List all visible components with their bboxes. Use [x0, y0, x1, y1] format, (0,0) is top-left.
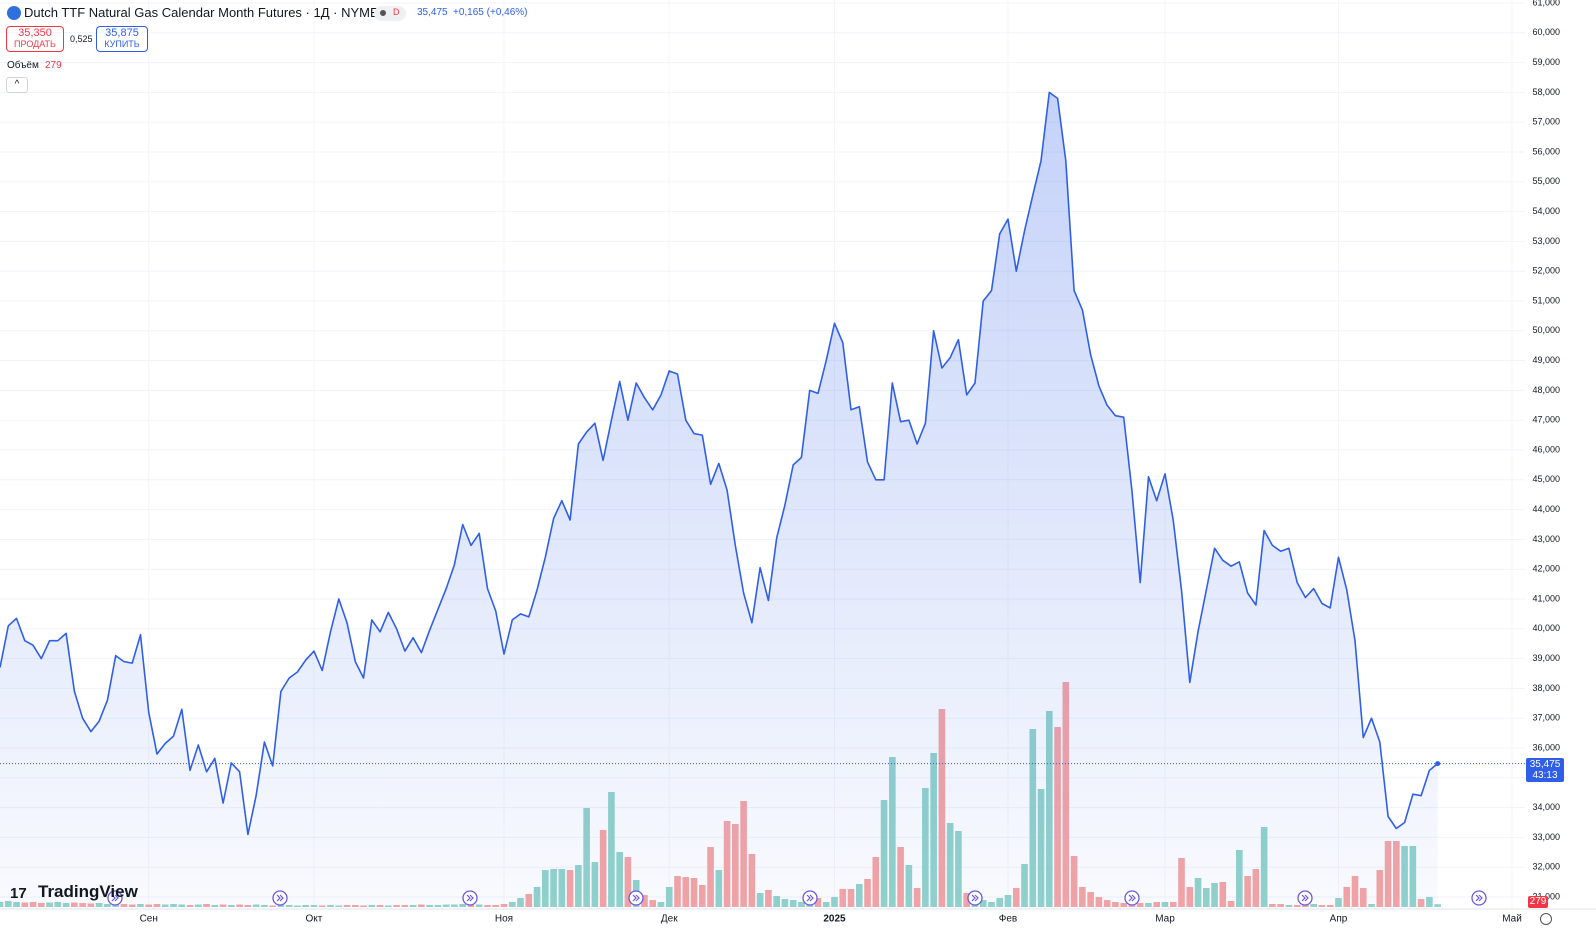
- y-tick-label: 32,000: [1532, 862, 1560, 872]
- collapse-button[interactable]: ^: [6, 77, 28, 93]
- x-tick-label: Ноя: [495, 914, 513, 925]
- buy-label: КУПИТЬ: [104, 39, 140, 49]
- logo: TradingView: [38, 882, 138, 901]
- event-icon-arrow: [806, 894, 814, 902]
- y-tick-label: 55,000: [1532, 176, 1560, 186]
- volume-value: 279: [45, 60, 62, 71]
- y-tick-label: 58,000: [1532, 87, 1560, 97]
- y-tick-label: 50,000: [1532, 325, 1560, 335]
- y-tick-label: 41,000: [1532, 593, 1560, 603]
- x-tick-label: 2025: [823, 914, 846, 925]
- y-tick-label: 44,000: [1532, 504, 1560, 514]
- buy-button[interactable]: 35,875 КУПИТЬ: [96, 26, 148, 52]
- y-tick-label: 47,000: [1532, 415, 1560, 425]
- event-icon-arrow: [1301, 894, 1309, 902]
- x-tick-label: Сен: [140, 914, 158, 925]
- y-tick-label: 53,000: [1532, 236, 1560, 246]
- event-icon-arrow: [276, 894, 284, 902]
- interval-badge: D: [393, 7, 400, 17]
- spread: 0,525: [70, 34, 93, 44]
- x-tick-label: Дек: [661, 914, 678, 925]
- event-icon-arrow: [1475, 894, 1483, 902]
- status-pill: [374, 6, 406, 21]
- y-tick-label: 52,000: [1532, 266, 1560, 276]
- price-area: [0, 92, 1438, 907]
- event-icon-arrow: [111, 894, 119, 902]
- volume-title: Объём: [7, 60, 39, 71]
- event-icon-arrow: [632, 894, 640, 902]
- price-change: +0,165 (+0,46%): [453, 7, 528, 18]
- price-line: [0, 91, 1439, 836]
- x-tick-label: Мар: [1155, 914, 1175, 925]
- logo-mark: 17: [10, 885, 27, 902]
- event-icon-arrow: [971, 894, 979, 902]
- y-tick-label: 60,000: [1532, 27, 1560, 37]
- y-tick-label: 42,000: [1532, 564, 1560, 574]
- y-tick-label: 34,000: [1532, 802, 1560, 812]
- sell-label: ПРОДАТЬ: [14, 39, 56, 49]
- settings-button[interactable]: [1540, 913, 1552, 925]
- y-tick-label: 48,000: [1532, 385, 1560, 395]
- sell-button[interactable]: 35,350 ПРОДАТЬ: [6, 26, 64, 52]
- y-tick-label: 57,000: [1532, 117, 1560, 127]
- last-price-tag: 35,475 43:13: [1526, 758, 1564, 782]
- y-tick-label: 49,000: [1532, 355, 1560, 365]
- y-tick-label: 36,000: [1532, 742, 1560, 752]
- y-tick-label: 51,000: [1532, 295, 1560, 305]
- event-icon-arrow: [466, 894, 474, 902]
- y-tick-label: 59,000: [1532, 57, 1560, 67]
- symbol-icon: [7, 6, 21, 20]
- y-tick-label: 54,000: [1532, 206, 1560, 216]
- event-icon-arrow: [1128, 894, 1136, 902]
- x-tick-label: Май: [1502, 914, 1522, 925]
- x-tick-label: Окт: [306, 914, 323, 925]
- symbol-title[interactable]: Dutch TTF Natural Gas Calendar Month Fut…: [24, 5, 388, 20]
- x-tick-label: Фев: [999, 914, 1017, 925]
- volume-bar: [1434, 904, 1441, 907]
- last-volume-tag: 279: [1528, 896, 1548, 908]
- y-tick-label: 33,000: [1532, 832, 1560, 842]
- y-tick-label: 45,000: [1532, 474, 1560, 484]
- buy-price: 35,875: [105, 27, 139, 39]
- last-price-axis-label: 35,475: [1529, 759, 1561, 770]
- last-price-dot: [1435, 761, 1441, 767]
- y-tick-label: 38,000: [1532, 683, 1560, 693]
- y-tick-label: 46,000: [1532, 444, 1560, 454]
- status-dot: [380, 10, 386, 16]
- y-tick-label: 56,000: [1532, 146, 1560, 156]
- countdown: 43:13: [1532, 770, 1558, 781]
- y-tick-label: 39,000: [1532, 653, 1560, 663]
- y-tick-label: 40,000: [1532, 623, 1560, 633]
- y-tick-label: 37,000: [1532, 713, 1560, 723]
- last-price: 35,475: [417, 7, 448, 18]
- y-tick-label: 43,000: [1532, 534, 1560, 544]
- sell-price: 35,350: [18, 27, 52, 39]
- y-tick-label: 61,000: [1532, 0, 1560, 7]
- x-tick-label: Апр: [1330, 914, 1348, 925]
